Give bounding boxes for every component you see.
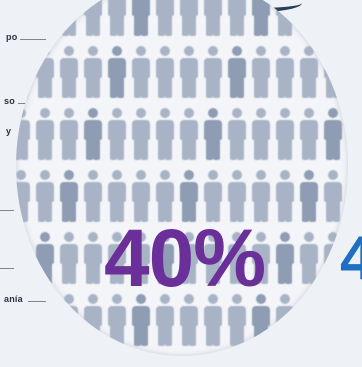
side-label-3: y [6,126,12,136]
person-icon [58,46,80,102]
person-icon [106,46,128,102]
person-icon [106,0,128,40]
person-icon [298,294,320,350]
person-icon [202,294,224,350]
person-icon [226,46,248,102]
person-icon [298,232,320,288]
person-icon [298,170,320,226]
person-icon [178,232,200,288]
side-label-2: so [4,96,15,106]
person-icon [16,0,32,40]
person-icon [154,0,176,40]
person-icon [250,46,272,102]
person-icon [82,294,104,350]
person-icon [250,170,272,226]
person-icon [274,0,296,40]
person-icon [178,108,200,164]
person-icon [298,108,320,164]
person-icon [82,170,104,226]
person-icon [322,294,344,350]
person-icon [178,170,200,226]
person-icon [58,232,80,288]
person-icon [34,108,56,164]
percentage-value: 40% [104,213,266,304]
connector-line-6 [0,268,14,269]
person-icon [202,0,224,40]
person-icon [202,170,224,226]
person-icon [322,0,344,40]
person-icon [154,170,176,226]
connector-line-1 [20,39,46,40]
side-label-1: po [6,32,18,42]
person-icon [130,170,152,226]
person-icon [226,0,248,40]
person-icon [178,294,200,350]
person-icon [34,0,56,40]
person-icon [274,232,296,288]
person-icon [322,232,344,288]
person-icon [322,46,344,102]
person-icon [202,46,224,102]
person-icon [250,108,272,164]
person-icon [250,0,272,40]
person-icon [130,46,152,102]
person-icon [82,108,104,164]
person-icon [322,170,344,226]
person-icon [16,108,32,164]
person-icon [106,170,128,226]
person-icon [298,0,320,40]
person-icon [58,0,80,40]
person-icon [34,232,56,288]
person-icon [274,294,296,350]
person-icon [130,0,152,40]
person-icon [82,232,104,288]
person-icon [16,46,32,102]
person-icon [82,46,104,102]
person-icon [154,232,176,288]
person-icon [58,108,80,164]
person-icon [16,294,32,350]
person-icon [130,294,152,350]
person-icon [226,232,248,288]
person-icon [226,170,248,226]
person-icon [154,46,176,102]
person-icon [82,0,104,40]
person-icon [154,108,176,164]
person-icon [106,232,128,288]
person-icon [226,294,248,350]
person-icon [154,294,176,350]
person-icon [16,170,32,226]
person-icon [202,108,224,164]
person-icon [250,232,272,288]
person-icon [34,170,56,226]
second-percentage-partial: 4 [340,224,362,293]
person-icon [130,232,152,288]
person-icon [16,232,32,288]
pictogram-circle [16,0,348,356]
person-icon [178,0,200,40]
person-icon [58,170,80,226]
person-icon [274,108,296,164]
person-icon [202,232,224,288]
side-label-4: anía [4,294,23,304]
person-icon [226,108,248,164]
person-icon [34,294,56,350]
connector-line-5 [0,210,14,211]
person-icon [106,108,128,164]
person-icon [298,46,320,102]
person-icon [322,108,344,164]
person-icon [34,46,56,102]
person-icon [274,170,296,226]
person-icon [274,46,296,102]
connector-line-4 [28,301,46,302]
person-icon [250,294,272,350]
person-icon [130,108,152,164]
person-icon [106,294,128,350]
person-icon [58,294,80,350]
person-icon [178,46,200,102]
